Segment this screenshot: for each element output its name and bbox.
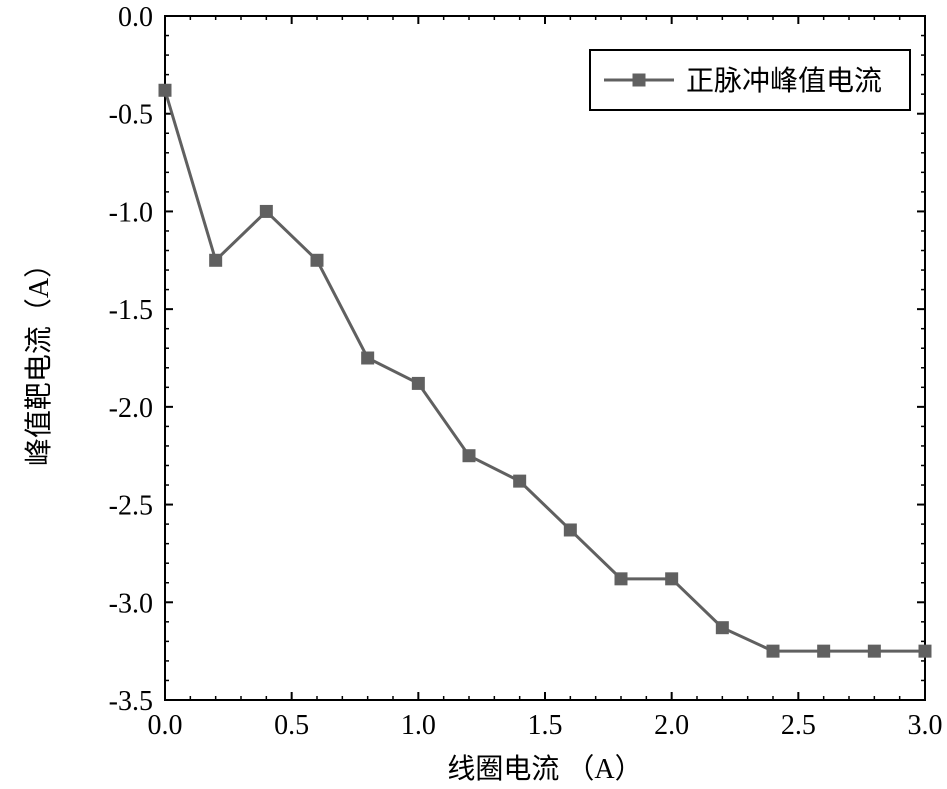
- x-tick-label: 0.5: [274, 710, 309, 741]
- y-tick-label: -2.5: [109, 491, 153, 522]
- data-marker: [159, 84, 171, 96]
- x-axis-label: 线圈电流 （A）: [447, 753, 642, 785]
- data-marker: [868, 645, 880, 657]
- chart-container: 0.0 0.5 1.0 1.5 2.0 2.5 3.0 -3.5 -3.0 -2.5 -2.0 -1.…: [0, 0, 947, 789]
- x-tick-label: 2.0: [654, 710, 689, 741]
- legend-marker-icon: [633, 74, 645, 86]
- data-marker: [767, 645, 779, 657]
- data-marker: [615, 573, 627, 585]
- y-tick-label: -1.5: [109, 295, 153, 326]
- data-marker: [666, 573, 678, 585]
- data-marker: [210, 254, 222, 266]
- data-marker: [260, 205, 272, 217]
- y-tick-label: -3.0: [109, 588, 153, 619]
- data-marker: [716, 622, 728, 634]
- x-tick-label: 1.0: [401, 710, 436, 741]
- data-marker: [412, 377, 424, 389]
- chart-svg: 0.0 0.5 1.0 1.5 2.0 2.5 3.0 -3.5 -3.0 -2.5 -2.0 -1.…: [0, 0, 947, 789]
- y-tick-label: -1.0: [109, 197, 153, 228]
- data-marker: [564, 524, 576, 536]
- data-marker: [919, 645, 931, 657]
- x-tick-label: 3.0: [908, 710, 943, 741]
- y-axis-label: 峰值靶电流（A）: [23, 250, 55, 466]
- data-marker: [362, 352, 374, 364]
- y-tick-label: -0.5: [109, 100, 153, 131]
- data-marker: [818, 645, 830, 657]
- legend-label: 正脉冲峰值电流: [686, 65, 882, 97]
- x-tick-label: 2.5: [781, 710, 816, 741]
- data-marker: [463, 450, 475, 462]
- x-tick-label: 1.5: [528, 710, 563, 741]
- y-tick-label: -3.5: [109, 686, 153, 717]
- data-marker: [514, 475, 526, 487]
- y-tick-label: 0.0: [118, 2, 153, 33]
- y-tick-label: -2.0: [109, 393, 153, 424]
- data-marker: [311, 254, 323, 266]
